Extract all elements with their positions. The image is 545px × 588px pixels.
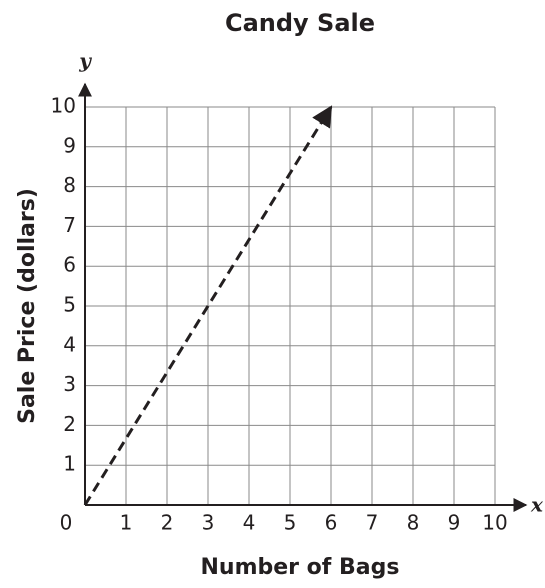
x-tick-label: 10 (482, 511, 507, 535)
x-tick-label: 9 (448, 511, 461, 535)
y-tick-label: 5 (63, 293, 76, 317)
x-tick-label: 7 (366, 511, 379, 535)
y-tick-label: 6 (63, 253, 76, 277)
y-tick-label: 1 (63, 452, 76, 476)
x-tick-label: 0 (60, 511, 73, 535)
y-tick-label: 9 (63, 133, 76, 157)
y-tick-label: 7 (63, 213, 76, 237)
y-tick-label: 4 (63, 332, 76, 356)
x-tick-label: 3 (202, 511, 215, 535)
x-tick-label: 8 (407, 511, 420, 535)
y-axis-letter: y (78, 49, 92, 73)
chart-title: Candy Sale (225, 9, 375, 37)
x-tick-label: 6 (325, 511, 338, 535)
y-tick-label: 2 (63, 412, 76, 436)
x-tick-label: 5 (284, 511, 297, 535)
x-axis-label: Number of Bags (201, 555, 400, 580)
x-tick-label: 1 (120, 511, 133, 535)
y-tick-label: 3 (63, 372, 76, 396)
data-line (83, 105, 333, 506)
x-tick-label: 4 (243, 511, 256, 535)
x-tick-label: 2 (161, 511, 174, 535)
y-tick-label: 8 (63, 173, 76, 197)
x-axis-letter: x (530, 493, 544, 517)
y-tick-label: 10 (51, 94, 76, 118)
y-axis-label: Sale Price (dollars) (15, 188, 40, 424)
